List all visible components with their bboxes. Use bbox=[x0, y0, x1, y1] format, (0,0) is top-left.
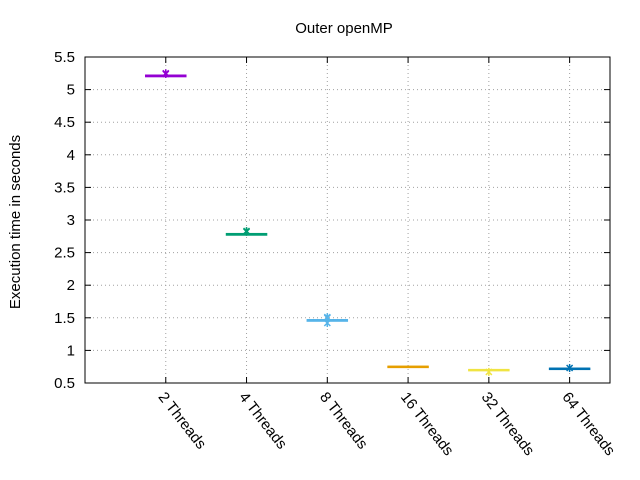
grid bbox=[85, 57, 610, 383]
x-tick-label: 16 Threads bbox=[397, 389, 457, 459]
box-8-threads bbox=[306, 313, 349, 328]
x-ticks: 2 Threads 4 Threads 8 Threads 16 Threads 32 … bbox=[155, 57, 618, 459]
box-4-threads bbox=[225, 227, 268, 236]
box-64-threads bbox=[548, 364, 591, 373]
x-tick-label: 4 Threads bbox=[235, 389, 290, 452]
chart-marks bbox=[145, 69, 591, 376]
y-tick-label: 5 bbox=[67, 82, 75, 99]
y-tick-label: 1.5 bbox=[54, 310, 75, 327]
y-tick-label: 4.5 bbox=[54, 114, 75, 131]
y-tick-label: 3.5 bbox=[54, 179, 75, 196]
x-tick-label: 32 Threads bbox=[478, 389, 538, 459]
y-tick-label: 4 bbox=[67, 147, 75, 164]
box-2-threads bbox=[145, 69, 187, 78]
x-tick-label: 64 Threads bbox=[558, 389, 618, 459]
y-tick-label: 2 bbox=[67, 277, 75, 294]
box-32-threads bbox=[468, 367, 510, 376]
y-axis-label: Execution time in seconds bbox=[7, 135, 24, 309]
y-tick-label: 1 bbox=[67, 342, 75, 359]
x-tick-label: 2 Threads bbox=[155, 389, 210, 452]
y-tick-label: 2.5 bbox=[54, 245, 75, 262]
y-tick-label: 3 bbox=[67, 212, 75, 229]
box-16-threads bbox=[387, 365, 429, 369]
chart-title: Outer openMP bbox=[295, 20, 393, 37]
y-tick-label: 5.5 bbox=[54, 49, 75, 66]
x-tick-label: 8 Threads bbox=[316, 389, 371, 452]
y-tick-label: 0.5 bbox=[54, 375, 75, 392]
plot-frame bbox=[84, 56, 611, 384]
y-ticks: 0.5 1 1.5 2 2.5 3 3.5 4 4.5 5 5.5 bbox=[54, 49, 610, 392]
